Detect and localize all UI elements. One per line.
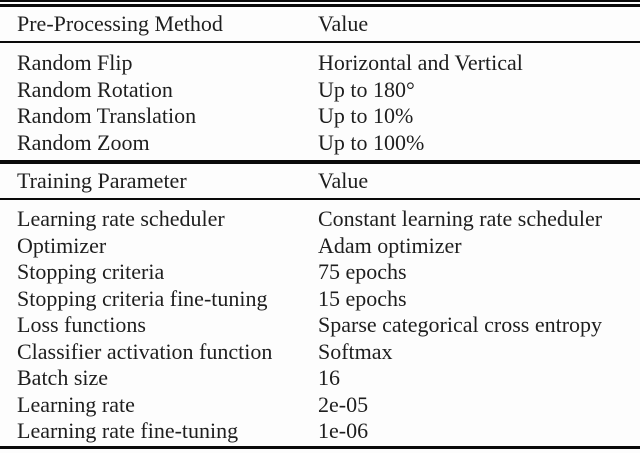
table-row: Classifier activation function Softmax: [0, 339, 640, 366]
param-name-cell: Random Flip: [17, 50, 133, 75]
param-name-cell: Learning rate: [17, 391, 135, 417]
param-value-cell: Up to 10%: [318, 103, 414, 128]
param-name-cell: Random Zoom: [17, 129, 150, 155]
table-row: Random Rotation Up to 180°: [0, 77, 640, 104]
training-header-rule: [0, 198, 640, 200]
training-header-value: Value: [318, 167, 369, 193]
param-name-cell: Batch size: [17, 365, 109, 390]
param-value-cell: Horizontal and Vertical: [318, 50, 523, 75]
table-row: Optimizer Adam optimizer: [0, 233, 640, 260]
param-value-cell: 16: [318, 365, 340, 390]
param-value-cell: 2e-05: [318, 391, 369, 417]
table-row: Stopping criteria 75 epochs: [0, 259, 640, 286]
table-row: Random Flip Horizontal and Vertical: [0, 50, 640, 77]
table-top-rule: [0, 0, 640, 7]
preprocessing-header-rule: [0, 41, 640, 43]
training-header-parameter: Training Parameter: [17, 167, 187, 193]
table-row: Batch size 16: [0, 365, 640, 392]
preprocessing-section: Pre-Processing Method Value Random Flip …: [0, 7, 640, 160]
table-row: Random Zoom Up to 100%: [0, 130, 640, 157]
table-row: Learning rate scheduler Constant learnin…: [0, 206, 640, 233]
param-value-cell: 75 epochs: [318, 259, 407, 284]
param-name-cell: Learning rate scheduler: [17, 206, 225, 231]
preprocessing-header-value: Value: [318, 10, 369, 36]
table-row: Random Translation Up to 10%: [0, 103, 640, 130]
param-value-cell: Up to 100%: [318, 129, 425, 155]
param-value-cell: 1e-06: [318, 418, 369, 443]
param-name-cell: Random Rotation: [17, 76, 173, 102]
table-row: Learning rate 2e-05: [0, 392, 640, 419]
table-row: Loss functions Sparse categorical cross …: [0, 312, 640, 339]
param-name-cell: Random Translation: [17, 103, 197, 128]
param-value-cell: Sparse categorical cross entropy: [318, 312, 603, 337]
preprocessing-body: Random Flip Horizontal and Vertical Rand…: [0, 43, 640, 160]
param-name-cell: Loss functions: [17, 312, 146, 337]
param-value-cell: Adam optimizer: [318, 232, 462, 258]
param-name-cell: Stopping criteria: [17, 259, 165, 284]
table-bottom-rule: [0, 445, 640, 449]
param-value-cell: Up to 180°: [318, 76, 415, 102]
param-name-cell: Optimizer: [17, 232, 107, 258]
table-row: Stopping criteria fine-tuning 15 epochs: [0, 286, 640, 313]
table-row: Learning rate fine-tuning 1e-06: [0, 418, 640, 445]
training-header-row: Training Parameter Value: [0, 164, 640, 198]
param-name-cell: Stopping criteria fine-tuning: [17, 285, 268, 311]
training-body: Learning rate scheduler Constant learnin…: [0, 200, 640, 446]
param-value-cell: Softmax: [318, 338, 393, 364]
param-value-cell: Constant learning rate scheduler: [318, 206, 603, 231]
param-name-cell: Learning rate fine-tuning: [17, 418, 239, 443]
section-divider-rule: [0, 160, 640, 164]
training-section: Training Parameter Value Learning rate s…: [0, 164, 640, 446]
preprocessing-header-row: Pre-Processing Method Value: [0, 7, 640, 41]
param-value-cell: 15 epochs: [318, 285, 407, 311]
preprocessing-header-method: Pre-Processing Method: [17, 10, 223, 36]
param-name-cell: Classifier activation function: [17, 338, 273, 364]
